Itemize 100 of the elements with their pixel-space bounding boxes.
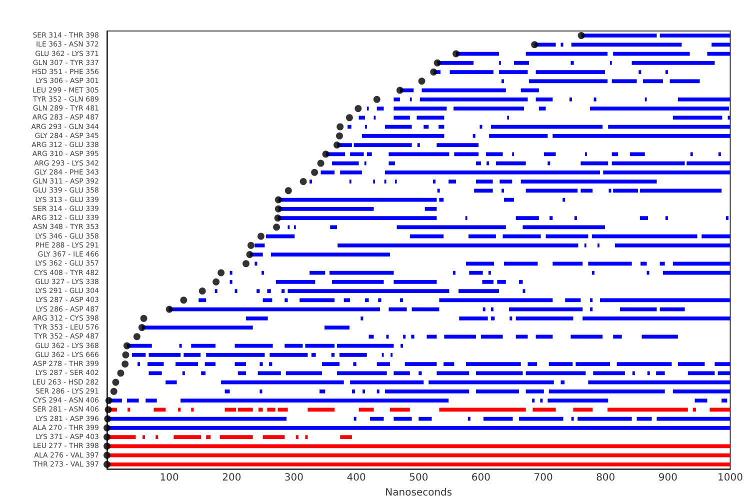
bar xyxy=(206,435,210,439)
bar xyxy=(718,371,730,376)
bar xyxy=(643,79,663,84)
bar xyxy=(632,371,635,376)
bar xyxy=(489,134,548,138)
bar xyxy=(424,124,429,129)
bar xyxy=(336,371,387,376)
bar xyxy=(348,124,352,129)
point xyxy=(354,105,362,112)
bar xyxy=(138,362,140,366)
bar xyxy=(548,362,573,366)
bar xyxy=(426,334,437,339)
x-tick-label: 600 xyxy=(471,472,491,484)
bar xyxy=(665,216,668,220)
bar xyxy=(548,398,608,402)
bar xyxy=(580,161,608,166)
bar xyxy=(670,79,700,84)
point xyxy=(333,142,340,149)
x-tick-label: 800 xyxy=(596,472,616,484)
bar xyxy=(593,371,625,376)
bar xyxy=(220,435,253,439)
bar xyxy=(690,152,693,156)
bar xyxy=(154,408,166,412)
bar xyxy=(410,234,444,238)
bar xyxy=(384,390,470,394)
bar xyxy=(570,334,603,339)
bar xyxy=(500,180,512,184)
bar xyxy=(694,398,708,402)
bar xyxy=(234,344,273,348)
bar xyxy=(388,152,450,156)
bar xyxy=(476,371,523,376)
x-tick-label: 100 xyxy=(160,472,179,484)
bar xyxy=(386,334,389,339)
bar xyxy=(452,270,456,275)
bar xyxy=(320,390,326,394)
bar xyxy=(439,198,444,202)
bar xyxy=(214,289,218,293)
bar xyxy=(476,180,493,184)
point xyxy=(198,288,206,295)
bar xyxy=(514,61,529,65)
point xyxy=(105,397,112,404)
point xyxy=(300,178,307,186)
bar xyxy=(562,198,566,202)
bar xyxy=(490,124,603,129)
x-axis-title: Nanoseconds xyxy=(385,488,452,498)
point xyxy=(274,196,282,204)
bar xyxy=(388,307,407,312)
point xyxy=(104,460,110,468)
bar xyxy=(502,79,504,84)
bar xyxy=(270,252,390,256)
bar xyxy=(466,262,494,266)
bar xyxy=(324,326,350,330)
point xyxy=(133,333,140,340)
bar xyxy=(267,408,276,412)
bar xyxy=(420,98,528,102)
bar xyxy=(206,353,265,357)
bar xyxy=(262,270,264,275)
bar xyxy=(532,408,556,412)
bar xyxy=(552,262,583,266)
bar xyxy=(662,270,730,275)
bar xyxy=(411,334,414,339)
bar xyxy=(613,334,622,339)
bar xyxy=(404,362,437,366)
bar xyxy=(353,362,356,366)
point xyxy=(274,214,282,222)
bar xyxy=(592,270,594,275)
bar xyxy=(526,371,586,376)
point xyxy=(452,50,460,58)
x-tick-label: 900 xyxy=(658,472,678,484)
bar xyxy=(672,116,722,120)
bar xyxy=(437,188,440,193)
bar xyxy=(230,270,232,275)
bar xyxy=(148,371,162,376)
bar xyxy=(552,134,730,138)
bar xyxy=(148,353,181,357)
bar xyxy=(384,124,412,129)
bar xyxy=(366,152,372,156)
bar xyxy=(578,416,632,421)
point xyxy=(247,242,254,249)
bar xyxy=(338,244,578,248)
bar xyxy=(176,362,198,366)
bar xyxy=(403,334,406,339)
bar xyxy=(310,180,312,184)
bar xyxy=(376,106,384,110)
bar xyxy=(224,390,230,394)
bar xyxy=(576,362,610,366)
bar xyxy=(148,362,164,366)
bar xyxy=(486,161,490,166)
bar xyxy=(632,61,715,65)
bar xyxy=(300,298,334,302)
bar xyxy=(266,234,295,238)
bar xyxy=(340,435,352,439)
bar xyxy=(370,416,384,421)
bar xyxy=(288,289,450,293)
bar xyxy=(322,362,340,366)
point xyxy=(242,260,250,268)
bar xyxy=(516,216,539,220)
bar xyxy=(108,416,287,421)
bar xyxy=(688,371,715,376)
point xyxy=(122,360,129,368)
